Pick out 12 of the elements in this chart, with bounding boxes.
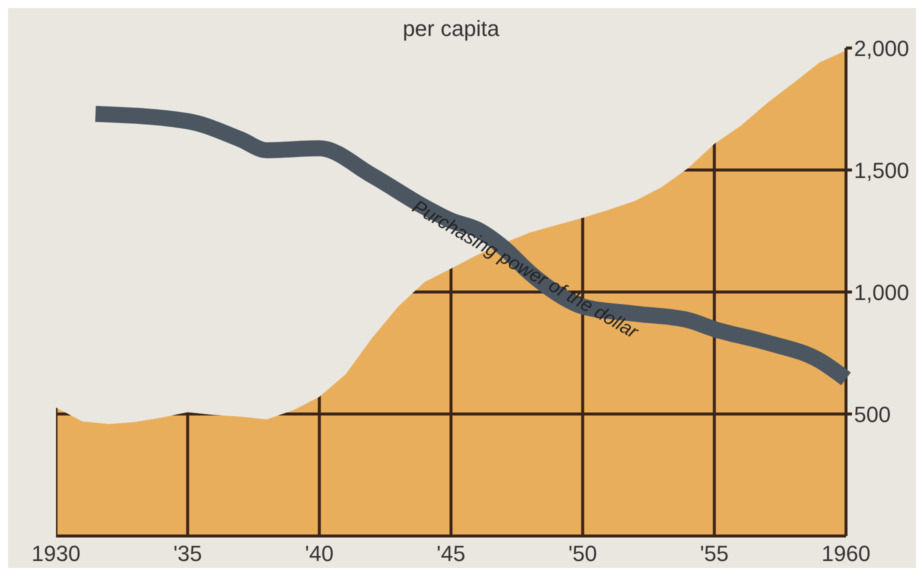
x-tick-label: '55 xyxy=(700,541,729,566)
x-tick-label: '40 xyxy=(304,541,334,566)
y-tick-label: 1,000 xyxy=(854,280,910,305)
text: per capita xyxy=(402,16,500,41)
y-tick-label: 1,500 xyxy=(854,158,910,183)
x-tick-label: 1930 xyxy=(32,541,80,566)
y-tick-label: 500 xyxy=(854,402,891,427)
x-tick-label: 1960 xyxy=(822,541,870,566)
x-tick-label: '35 xyxy=(173,541,202,566)
x-tick-label: '50 xyxy=(568,541,598,566)
x-tick-label: '45 xyxy=(436,541,466,566)
y-tick-label: 2,000 xyxy=(854,36,910,61)
